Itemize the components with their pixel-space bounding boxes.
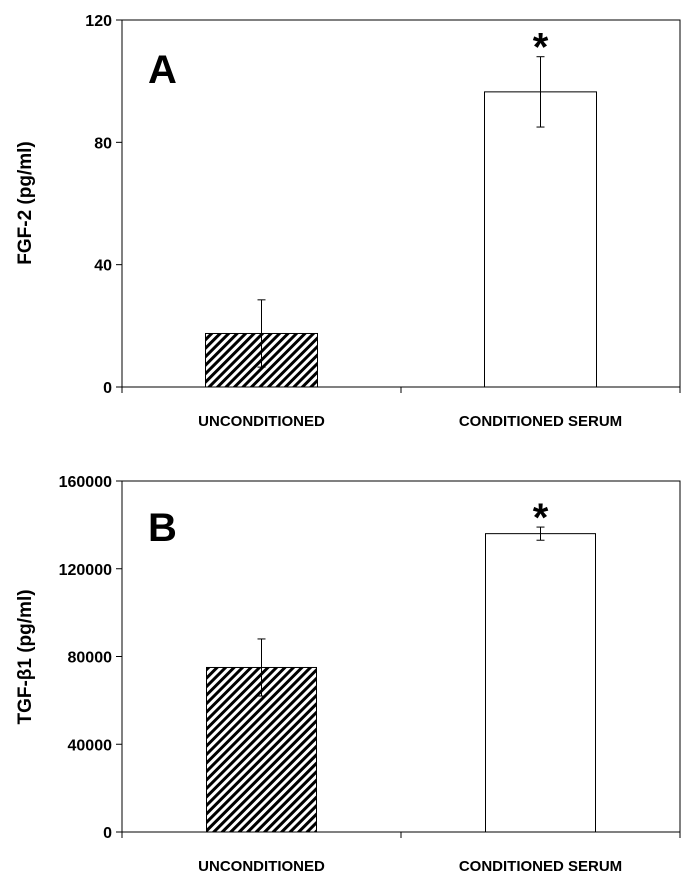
y-axis-title-a: FGF-2 (pg/ml) <box>15 141 36 264</box>
significance-marker: * <box>533 26 549 70</box>
panel-a: A FGF-2 (pg/ml) 0 40 80 120 * UNCONDITIONED… <box>15 13 680 430</box>
category-label: UNCONDITIONED <box>198 413 325 430</box>
category-labels-a: UNCONDITIONED CONDITIONED SERUM <box>198 413 622 430</box>
bar-conditioned-serum <box>485 92 597 387</box>
y-tick-label: 120000 <box>59 562 112 579</box>
bars-a: * <box>206 26 597 387</box>
y-tick-label: 120 <box>85 13 112 30</box>
y-tick-label: 80 <box>94 135 112 152</box>
category-label: CONDITIONED SERUM <box>459 413 622 430</box>
bar-conditioned-serum <box>486 534 596 832</box>
y-tick-label: 160000 <box>59 474 112 491</box>
y-tick-label: 0 <box>103 825 112 842</box>
category-label: CONDITIONED SERUM <box>459 858 622 872</box>
y-tick-label: 80000 <box>68 650 113 667</box>
y-tick-label: 40000 <box>68 737 113 754</box>
panel-label-b: B <box>148 506 177 550</box>
y-tick-label: 0 <box>103 380 112 397</box>
significance-marker: * <box>533 496 549 540</box>
plot-frame-b <box>122 481 680 832</box>
y-tick-label: 40 <box>94 258 112 275</box>
panel-b: B TGF-β1 (pg/ml) 0 40000 80000 120000 160000… <box>15 474 680 872</box>
panel-label-a: A <box>148 48 177 92</box>
category-label: UNCONDITIONED <box>198 858 325 872</box>
y-axis-title-b: TGF-β1 (pg/ml) <box>15 589 36 724</box>
category-labels-b: UNCONDITIONED CONDITIONED SERUM <box>198 858 622 872</box>
bars-b: * <box>207 496 596 832</box>
